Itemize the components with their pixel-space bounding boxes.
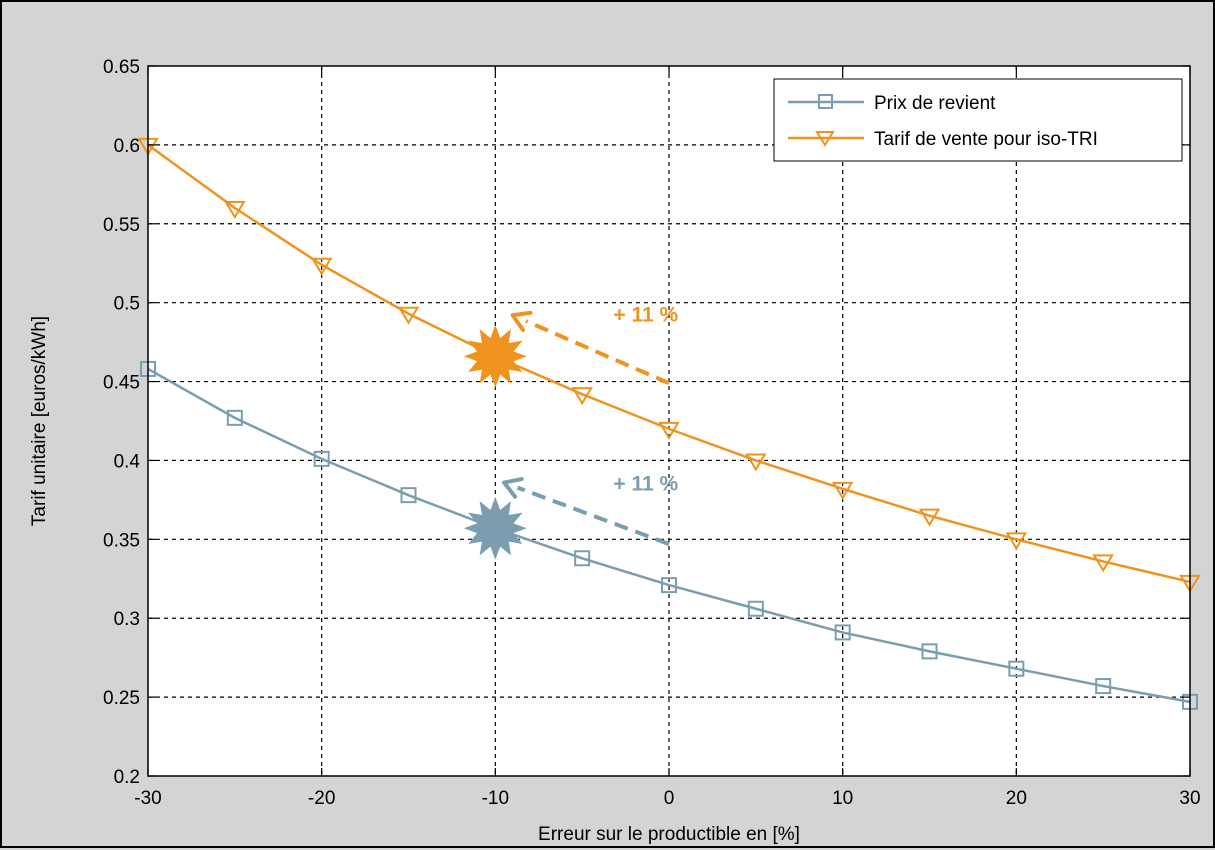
y-tick-label: 0.4	[114, 451, 141, 472]
x-tick-label: 10	[832, 788, 853, 809]
y-tick-label: 0.25	[103, 688, 140, 709]
x-axis-label: Erreur sur le productible en [%]	[538, 824, 800, 845]
y-tick-label: 0.2	[114, 767, 140, 788]
y-tick-label: 0.45	[103, 373, 140, 394]
y-tick-label: 0.55	[103, 215, 140, 236]
x-tick-label: 30	[1179, 788, 1200, 809]
y-tick-label: 0.65	[103, 57, 140, 78]
x-tick-label: -20	[308, 788, 335, 809]
y-tick-label: 0.35	[103, 530, 140, 551]
y-tick-label: 0.6	[114, 136, 140, 157]
x-tick-label: -30	[134, 788, 161, 809]
x-tick-label: 0	[664, 788, 675, 809]
legend: Prix de revient Tarif de vente pour iso-…	[774, 79, 1182, 161]
annotation-label: + 11 %	[613, 304, 678, 327]
y-axis-label: Tarif unitaire [euros/kWh]	[29, 316, 50, 526]
y-tick-label: 0.5	[114, 294, 140, 315]
legend-label-prix-de-revient: Prix de revient	[874, 93, 996, 114]
legend-label-tarif-de-vente: Tarif de vente pour iso-TRI	[874, 129, 1098, 150]
x-tick-label: 20	[1006, 788, 1027, 809]
annotation-label: + 11 %	[613, 472, 678, 495]
x-tick-label: -10	[482, 788, 509, 809]
y-tick-label: 0.3	[114, 609, 140, 630]
